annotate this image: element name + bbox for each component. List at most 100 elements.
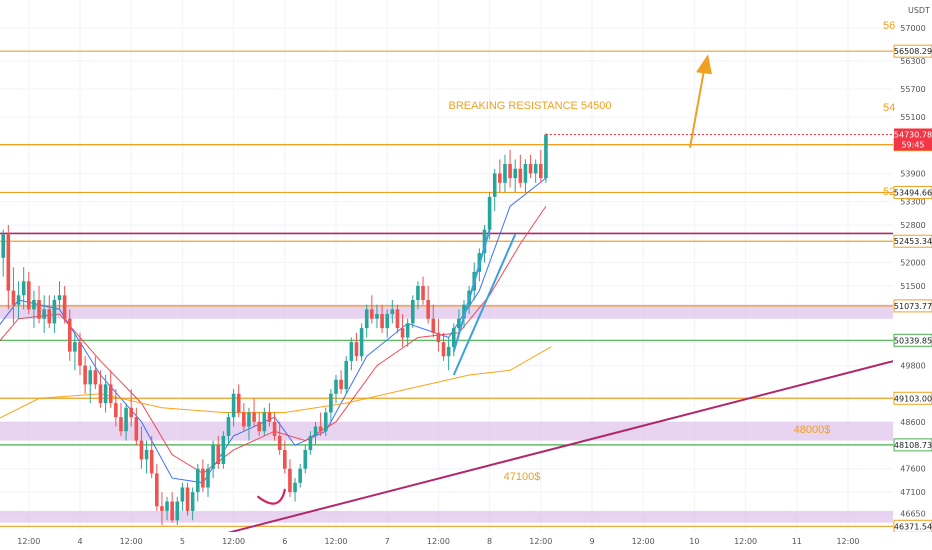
x-tick-label-6: 12:00 [324, 537, 347, 546]
y-tick-label-17: 46650 [900, 509, 925, 518]
candle-body-105 [518, 168, 523, 183]
candle-body-26 [114, 403, 118, 418]
candle-body-30 [134, 417, 139, 441]
candle-body-39 [180, 487, 185, 502]
level-tag-5 [893, 333, 932, 347]
candle-body-8 [21, 281, 26, 296]
low-annotation: 47100$ [504, 471, 541, 483]
level-value-4: 51073.77 [894, 302, 932, 311]
candle-body-107 [528, 164, 533, 174]
y-tick-label-2: 55700 [900, 85, 925, 94]
bullish-arrow-shaft [689, 70, 705, 148]
zone-band-1 [0, 421, 893, 441]
candle-body-29 [129, 407, 133, 418]
level-tag-2 [893, 185, 932, 199]
candle-body-14 [52, 299, 57, 324]
candle-body-52 [247, 412, 251, 427]
candle-body-12 [42, 309, 46, 319]
x-tick-label-13: 10 [689, 537, 699, 546]
candle-body-23 [98, 384, 103, 404]
time-axis[interactable]: 12:00 4 12:00 5 12:00 6 12:00 7 12:00 8 12:00 9 12:0… [0, 532, 932, 550]
candle-body-4 [1, 234, 5, 258]
candle-body-42 [195, 468, 200, 493]
candle-body-50 [236, 393, 241, 413]
level-tag-6 [893, 391, 932, 405]
candle-body-55 [262, 412, 267, 432]
candle-body-75 [364, 309, 369, 329]
y-tick-label-0: 57000 [900, 24, 925, 33]
horizontal-levels [0, 50, 893, 527]
candle-body-82 [400, 328, 405, 338]
candle-body-79 [385, 314, 389, 329]
x-tick-label-4: 12:00 [222, 537, 245, 546]
candle-body-44 [206, 468, 210, 488]
x-tick-label-12: 12:00 [632, 537, 655, 546]
candle-body-69 [334, 379, 338, 394]
y-tick-label-5: 53900 [900, 169, 925, 178]
candle-body-33 [149, 449, 154, 474]
candle-body-77 [375, 314, 379, 319]
x-tick-label-16: 12:00 [836, 537, 859, 546]
x-tick-label-0: 12:00 [17, 537, 40, 546]
y-tick-label-1: 56300 [900, 57, 925, 66]
candle-body-15 [57, 295, 62, 300]
candle-body-21 [88, 370, 93, 385]
candle-body-73 [354, 342, 359, 357]
zone-band-2 [0, 510, 893, 523]
level-value-2: 53494.66 [894, 188, 932, 197]
x-tick-label-10: 12:00 [529, 537, 552, 546]
level-tag-4 [893, 299, 932, 313]
y-tick-label-8: 52000 [900, 258, 925, 267]
x-tick-label-3: 5 [180, 537, 185, 546]
candle-body-68 [329, 393, 333, 413]
candle-body-28 [124, 407, 128, 432]
candle-body-85 [416, 285, 420, 300]
x-tick-label-8: 12:00 [427, 537, 450, 546]
candle-body-31 [139, 440, 144, 460]
candle-body-92 [451, 328, 456, 347]
drawings [257, 54, 712, 505]
candle-body-27 [119, 417, 123, 432]
trendline-group [212, 359, 895, 538]
y-tick-label-9: 51500 [900, 282, 925, 291]
x-tick-label-1: 4 [77, 537, 82, 546]
candle-body-110 [544, 134, 548, 179]
candle-body-62 [298, 468, 302, 483]
candle-body-48 [226, 417, 231, 436]
candle-body-84 [411, 299, 415, 324]
candle-body-10 [32, 299, 36, 310]
edge-label-3: 52 [883, 186, 895, 198]
candle-body-94 [462, 304, 466, 319]
candle-body-58 [277, 435, 282, 450]
candle-body-18 [73, 342, 77, 352]
candle-body-89 [436, 332, 441, 343]
price-axis[interactable]: 5700056300557005510054500539005330052800… [893, 0, 932, 550]
bullish-arrow-icon [696, 54, 712, 75]
candle-body-88 [431, 318, 436, 333]
level-value-0: 56508.29 [894, 47, 932, 56]
chart-grid [0, 0, 893, 532]
level-value-5: 50339.85 [894, 336, 932, 345]
candle-body-43 [201, 468, 205, 488]
candle-body-90 [441, 342, 446, 357]
candle-body-47 [221, 435, 226, 465]
candle-body-63 [303, 449, 308, 469]
channel-lower-line [452, 233, 517, 376]
candle-body-64 [308, 435, 313, 450]
candle-body-17 [67, 318, 72, 352]
x-tick-label-11: 9 [589, 537, 594, 546]
candle-body-102 [503, 164, 507, 183]
candle-body-56 [267, 412, 272, 422]
candle-body-81 [395, 309, 400, 329]
candle-body-37 [170, 501, 174, 521]
x-tick-label-7: 7 [385, 537, 390, 546]
candle-body-16 [62, 295, 67, 319]
candle-body-35 [160, 506, 164, 511]
candlesticks [1, 133, 548, 525]
breaking-resistance-annotation: BREAKING RESISTANCE 54500 [448, 100, 611, 112]
y-tick-label-3: 55100 [900, 113, 925, 122]
level-labels: 56508.2954513.7353494.6652453.3451073.77… [545, 44, 932, 533]
candle-body-106 [523, 164, 528, 183]
candle-body-70 [339, 379, 343, 390]
